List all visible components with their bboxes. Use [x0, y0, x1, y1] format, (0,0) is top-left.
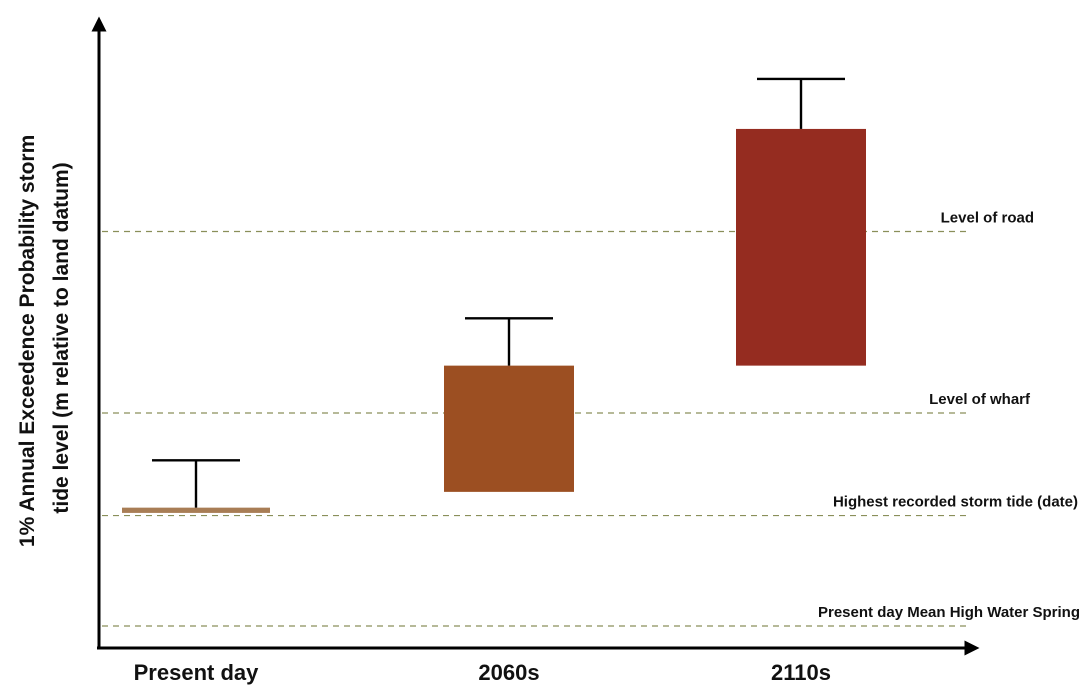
- category-label-present-day: Present day: [134, 660, 259, 685]
- category-labels: Present day 2060s 2110s: [134, 660, 831, 685]
- ref-label-level-of-wharf: Level of wharf: [929, 391, 1031, 408]
- bar-present-day: [122, 507, 270, 513]
- ref-label-level-of-road: Level of road: [941, 210, 1034, 227]
- bar-2060s: [444, 365, 574, 492]
- bars: [122, 77, 866, 513]
- reference-lines: Level of road Level of wharf Highest recor…: [102, 210, 1080, 627]
- ref-label-highest-recorded-storm-tide-date: Highest recorded storm tide (date): [833, 494, 1078, 511]
- y-axis-label-line-1: 1% Annual Exceedence Probability storm: [16, 135, 39, 547]
- category-label-2060s: 2060s: [478, 660, 539, 685]
- y-axis-label: 1% Annual Exceedence Probability storm t…: [16, 129, 73, 547]
- category-label-2110s: 2110s: [771, 660, 831, 685]
- ref-label-present-day-mean-high-water-spring: Present day Mean High Water Spring: [818, 604, 1080, 621]
- bar-2110s: [736, 128, 866, 366]
- y-axis-label-line-2: tide level (m relative to land datum): [50, 162, 73, 513]
